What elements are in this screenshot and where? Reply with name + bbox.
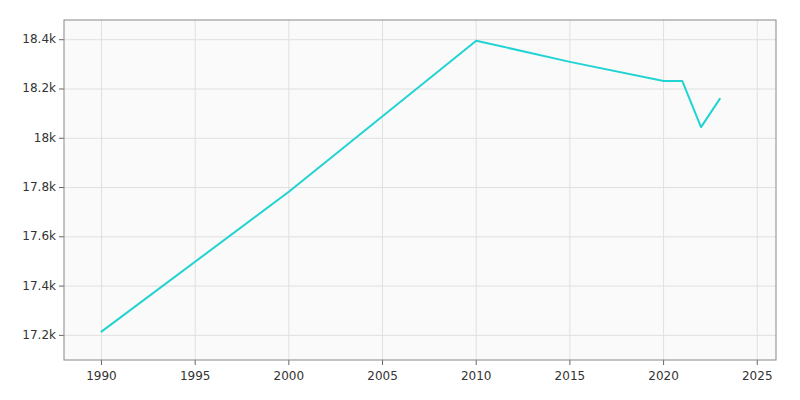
y-tick xyxy=(59,187,64,188)
y-grid-line xyxy=(64,286,776,287)
x-tick xyxy=(757,360,758,365)
y-tick xyxy=(59,236,64,237)
x-tick-label: 2010 xyxy=(461,369,492,383)
y-grid-line xyxy=(64,187,776,188)
y-tick-label: 18.4k xyxy=(22,32,56,46)
y-grid-line xyxy=(64,138,776,139)
x-grid-line xyxy=(569,20,570,360)
y-tick-label: 17.4k xyxy=(22,279,56,293)
x-tick-label: 2025 xyxy=(742,369,773,383)
x-tick xyxy=(663,360,664,365)
plot-frame xyxy=(64,20,776,360)
x-tick-label: 2020 xyxy=(648,369,679,383)
chart: 17.2k 17.4k 17.6k 17.8k 18k 18.2k 18.4k 1990 199… xyxy=(0,0,800,400)
y-tick xyxy=(59,39,64,40)
y-grid-line xyxy=(64,88,776,89)
y-tick xyxy=(59,138,64,139)
chart-container: 17.2k 17.4k 17.6k 17.8k 18k 18.2k 18.4k 1990 199… xyxy=(0,0,800,400)
y-tick-label: 17.2k xyxy=(22,328,56,342)
x-tick xyxy=(569,360,570,365)
x-grid-line xyxy=(663,20,664,360)
x-tick xyxy=(195,360,196,365)
plot-area xyxy=(64,20,776,360)
y-grid-line xyxy=(64,236,776,237)
x-tick xyxy=(382,360,383,365)
y-tick-label: 17.8k xyxy=(22,180,56,194)
x-grid-line xyxy=(101,20,102,360)
x-tick xyxy=(476,360,477,365)
x-grid-line xyxy=(195,20,196,360)
y-tick-label: 17.6k xyxy=(22,229,56,243)
y-grid-line xyxy=(64,39,776,40)
x-tick-label: 2005 xyxy=(367,369,398,383)
x-tick-label: 2000 xyxy=(274,369,305,383)
x-tick-label: 2015 xyxy=(555,369,586,383)
y-tick xyxy=(59,286,64,287)
x-tick-label: 1995 xyxy=(180,369,211,383)
line xyxy=(101,41,719,332)
x-grid-line xyxy=(757,20,758,360)
x-grid-line xyxy=(288,20,289,360)
x-tick-label: 1990 xyxy=(86,369,117,383)
x-grid-line xyxy=(476,20,477,360)
y-tick-label: 18k xyxy=(34,131,56,145)
x-grid-line xyxy=(382,20,383,360)
grid xyxy=(64,20,776,360)
y-grid-line xyxy=(64,335,776,336)
y-tick xyxy=(59,88,64,89)
y-tick xyxy=(59,335,64,336)
y-tick-label: 18.2k xyxy=(22,81,56,95)
series xyxy=(101,41,719,332)
x-tick xyxy=(101,360,102,365)
x-tick xyxy=(288,360,289,365)
axes: 17.2k 17.4k 17.6k 17.8k 18k 18.2k 18.4k 1990 199… xyxy=(22,32,772,383)
